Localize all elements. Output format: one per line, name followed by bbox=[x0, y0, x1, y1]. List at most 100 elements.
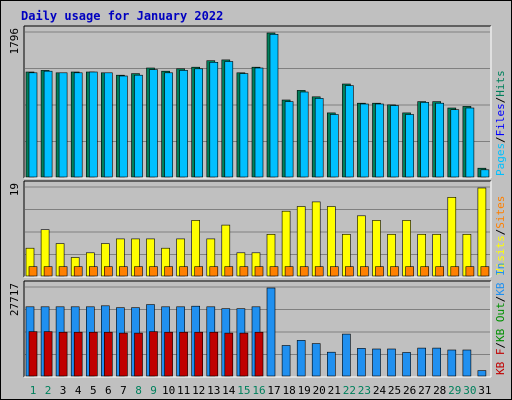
bar-sites-day-25 bbox=[390, 266, 399, 277]
bar-kb-in-day-30 bbox=[462, 349, 472, 377]
bar-pages-day-23 bbox=[360, 103, 369, 178]
bar-sites-day-8 bbox=[134, 266, 143, 277]
bar-visits-day-29 bbox=[447, 197, 457, 277]
bar-sites-day-12 bbox=[194, 266, 203, 277]
x-tick-label-day-24: 24 bbox=[373, 384, 387, 397]
bar-kb-in-day-17 bbox=[266, 287, 276, 377]
x-tick-label-day-15: 15 bbox=[237, 384, 250, 397]
x-tick-label-day-9: 9 bbox=[150, 384, 157, 397]
bar-kb-f-day-1 bbox=[28, 331, 38, 377]
x-tick-label-day-21: 21 bbox=[328, 384, 341, 397]
bar-sites-day-29 bbox=[450, 266, 460, 277]
x-tick-label-day-8: 8 bbox=[135, 384, 142, 397]
bar-kb-f-day-9 bbox=[149, 331, 158, 377]
legend-entry: Visits bbox=[494, 235, 507, 275]
bar-sites-day-10 bbox=[164, 266, 173, 277]
bar-kb-f-day-6 bbox=[104, 331, 113, 377]
bar-sites-day-3 bbox=[58, 266, 68, 277]
bar-sites-day-23 bbox=[360, 266, 369, 277]
bar-kb-in-day-20 bbox=[311, 343, 321, 377]
bar-kb-in-day-26 bbox=[402, 352, 411, 377]
bar-kb-in-day-31 bbox=[477, 370, 487, 377]
bar-kb-in-day-29 bbox=[447, 349, 457, 377]
bar-pages-day-6 bbox=[104, 72, 113, 178]
bar-kb-in-day-23 bbox=[357, 348, 366, 377]
bar-sites-day-6 bbox=[104, 266, 113, 277]
bar-pages-day-17 bbox=[269, 33, 279, 178]
bar-visits-day-21 bbox=[326, 206, 336, 277]
x-tick-label-day-10: 10 bbox=[162, 384, 175, 397]
y-max-label: 1796 bbox=[8, 28, 21, 55]
x-tick-label-day-14: 14 bbox=[222, 384, 236, 397]
x-tick-label-day-17: 17 bbox=[267, 384, 280, 397]
legend-entry: Sites bbox=[494, 196, 507, 229]
x-tick-label-day-30: 30 bbox=[463, 384, 476, 397]
bar-pages-day-15 bbox=[239, 73, 249, 178]
bar-visits-day-18 bbox=[281, 210, 291, 277]
bar-pages-day-10 bbox=[164, 72, 173, 178]
bar-pages-day-24 bbox=[375, 103, 384, 178]
bar-visits-day-20 bbox=[311, 201, 321, 277]
bar-pages-day-25 bbox=[390, 105, 399, 178]
bar-sites-day-11 bbox=[179, 266, 188, 277]
bar-sites-day-18 bbox=[284, 266, 294, 277]
y-max-label: 19 bbox=[8, 183, 21, 196]
bar-kb-f-day-11 bbox=[179, 331, 188, 377]
x-tick-label-day-3: 3 bbox=[60, 384, 67, 397]
bar-sites-day-17 bbox=[269, 266, 279, 277]
x-tick-label-day-25: 25 bbox=[388, 384, 401, 397]
legend-entry: KB Out bbox=[494, 302, 507, 342]
chart-panel-2: 19 Visits/Sites bbox=[8, 180, 507, 278]
legend-separator: / bbox=[494, 296, 507, 303]
bar-sites-day-14 bbox=[224, 266, 234, 277]
x-tick-label-day-22: 22 bbox=[343, 384, 356, 397]
bar-pages-day-18 bbox=[284, 101, 294, 178]
bar-pages-day-12 bbox=[194, 68, 203, 178]
bar-kb-f-day-10 bbox=[164, 331, 173, 377]
bar-pages-day-20 bbox=[314, 98, 324, 178]
bar-kb-in-day-19 bbox=[296, 340, 306, 377]
x-tick-label-day-19: 19 bbox=[298, 384, 311, 397]
bar-kb-f-day-15 bbox=[239, 332, 249, 377]
x-tick-label-day-2: 2 bbox=[45, 384, 52, 397]
bar-kb-f-day-7 bbox=[119, 332, 128, 377]
bar-visits-day-19 bbox=[296, 206, 306, 277]
bar-kb-in-day-18 bbox=[281, 345, 291, 377]
bar-sites-day-31 bbox=[480, 266, 490, 277]
x-tick-label-day-1: 1 bbox=[30, 384, 37, 397]
x-tick-label-day-18: 18 bbox=[282, 384, 295, 397]
bar-sites-day-26 bbox=[405, 266, 414, 277]
legend-entry: KB F bbox=[494, 349, 507, 376]
bar-sites-day-4 bbox=[73, 266, 83, 277]
bar-pages-day-28 bbox=[435, 102, 445, 178]
x-tick-label-day-7: 7 bbox=[120, 384, 127, 397]
bar-pages-day-22 bbox=[345, 85, 354, 178]
bar-kb-f-day-14 bbox=[224, 332, 234, 377]
bar-sites-day-13 bbox=[209, 266, 219, 277]
x-tick-label-day-16: 16 bbox=[252, 384, 265, 397]
bar-kb-f-day-12 bbox=[194, 331, 203, 377]
bar-kb-in-day-22 bbox=[342, 333, 351, 377]
bar-kb-f-day-2 bbox=[43, 331, 53, 377]
legend-entry: Pages bbox=[494, 143, 507, 176]
x-tick-label-day-6: 6 bbox=[105, 384, 112, 397]
bar-pages-day-2 bbox=[43, 70, 53, 178]
x-tick-label-day-23: 23 bbox=[358, 384, 371, 397]
bar-pages-day-30 bbox=[465, 107, 475, 178]
bar-sites-day-20 bbox=[314, 266, 324, 277]
bar-sites-day-9 bbox=[149, 266, 158, 277]
legend-entry: Hits bbox=[494, 70, 507, 97]
bar-pages-day-26 bbox=[405, 114, 414, 178]
bar-pages-day-3 bbox=[58, 72, 68, 178]
x-tick-label-day-4: 4 bbox=[75, 384, 82, 397]
bar-kb-in-day-21 bbox=[326, 351, 336, 377]
bar-sites-day-19 bbox=[299, 266, 309, 277]
bar-kb-in-day-24 bbox=[372, 348, 381, 377]
bar-sites-day-21 bbox=[329, 266, 339, 277]
bar-pages-day-16 bbox=[254, 67, 264, 178]
legend-separator: / bbox=[494, 342, 507, 349]
x-tick-label-day-28: 28 bbox=[433, 384, 446, 397]
